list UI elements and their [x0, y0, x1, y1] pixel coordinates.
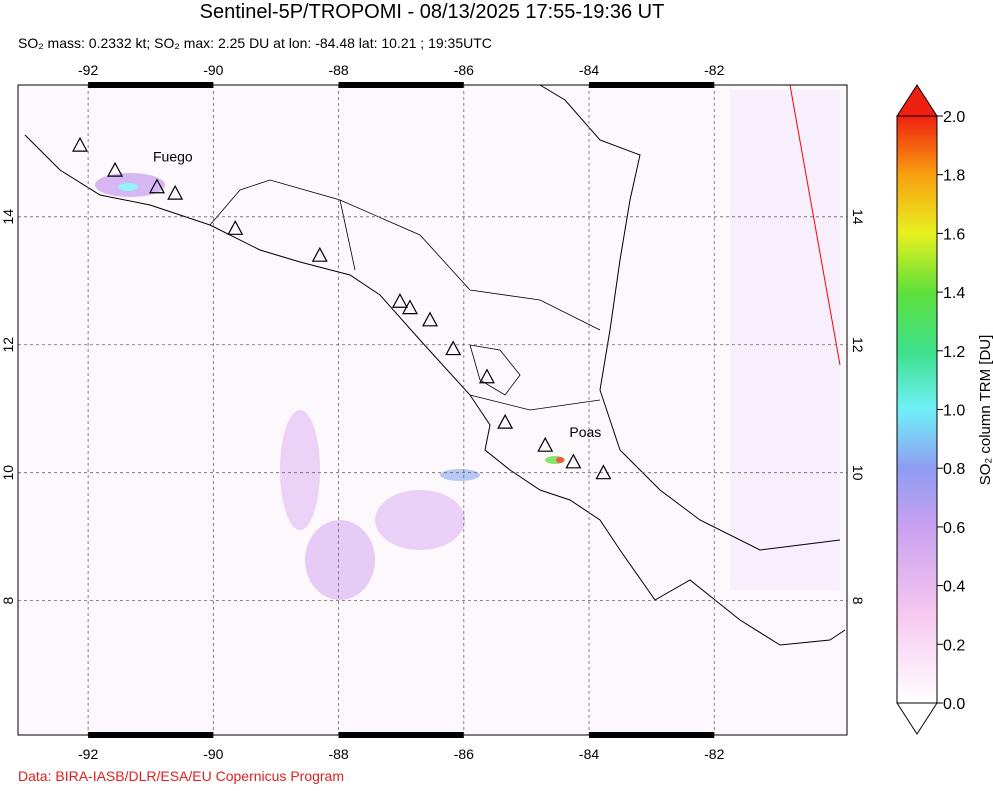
- colorbar-tick-label: 0.2: [943, 637, 965, 654]
- volcano-label: Poas: [569, 424, 601, 440]
- volcano-label: Fuego: [153, 149, 193, 165]
- volcano-marker: [401, 299, 418, 315]
- so2-plumes: [95, 90, 840, 600]
- subtitle: SO₂ mass: 0.2332 kt; SO₂ max: 2.25 DU at…: [18, 35, 492, 51]
- lon-tick-label: -90: [203, 62, 223, 78]
- volcano-marker: [421, 311, 438, 327]
- lon-tick-label: -92: [78, 62, 98, 78]
- volcano-marker: [167, 184, 184, 200]
- volcano-marker: [107, 161, 124, 177]
- lon-tick-label: -88: [328, 62, 348, 78]
- lon-tick-label: -92: [78, 746, 98, 762]
- lon-tick-label: -90: [203, 746, 223, 762]
- lat-tick-label: 12: [0, 337, 16, 353]
- colorbar-tick-label: 1.0: [943, 403, 965, 420]
- volcano-marker: [445, 340, 462, 356]
- colorbar: SO₂ column TRM [DU] 0.0 0.2 0.4 0.6 0.8 1.0 1.…: [896, 84, 993, 735]
- colorbar-tick-label: 2.0: [943, 109, 965, 126]
- lon-tick-label: -88: [328, 746, 348, 762]
- lon-tick-label: -82: [704, 746, 724, 762]
- lon-tick-label: -84: [579, 746, 599, 762]
- volcano-marker: [391, 292, 408, 308]
- volcano-marker: [71, 136, 88, 152]
- lake-nicaragua: [469, 344, 521, 396]
- volcano-marker: [565, 453, 582, 469]
- colorbar-tick-label: 1.8: [943, 168, 965, 185]
- volcano-marker: [227, 220, 244, 235]
- volcano-marker: [148, 178, 166, 194]
- caribbean-coastline: [539, 84, 841, 551]
- lat-tick-label: 12: [850, 337, 866, 353]
- lat-tick-label: 14: [850, 209, 866, 225]
- map-area: Fuego Poas: [17, 82, 848, 738]
- lat-tick-label: 10: [0, 465, 16, 481]
- lon-tick-label: -86: [454, 62, 474, 78]
- lat-tick-label: 8: [850, 597, 866, 605]
- colorbar-tick-label: 1.4: [943, 285, 965, 302]
- colorbar-tick-label: 1.2: [943, 344, 965, 361]
- borders: [209, 179, 601, 411]
- pacific-coastline: [24, 134, 846, 646]
- colorbar-tick-label: 0.8: [943, 461, 965, 478]
- volcano-marker: [478, 368, 495, 384]
- colorbar-tick-label: 1.6: [943, 226, 965, 243]
- colorbar-tick-label: 0.0: [943, 696, 965, 713]
- swath-edge: [789, 84, 841, 366]
- volcano-marker: [537, 436, 554, 452]
- title: Sentinel-5P/TROPOMI - 08/13/2025 17:55-1…: [200, 1, 665, 23]
- credit: Data: BIRA-IASB/DLR/ESA/EU Copernicus Pr…: [18, 768, 344, 784]
- lon-tick-label: -86: [454, 746, 474, 762]
- volcano-marker: [497, 413, 514, 429]
- map-frame: [17, 84, 848, 736]
- colorbar-tick-label: 0.4: [943, 579, 965, 596]
- lat-tick-label: 14: [0, 209, 16, 225]
- lat-tick-label: 10: [850, 465, 866, 481]
- volcanoes: Fuego Poas: [71, 136, 612, 480]
- volcano-marker: [595, 464, 612, 480]
- colorbar-max-arrow: [896, 84, 938, 117]
- lat-tick-label: 8: [0, 597, 16, 605]
- colorbar-min-arrow: [896, 702, 938, 735]
- colorbar-scale: [896, 115, 938, 704]
- lon-tick-label: -84: [579, 62, 599, 78]
- map-background: [18, 85, 847, 735]
- lon-tick-label: -82: [704, 62, 724, 78]
- volcano-marker: [311, 246, 328, 262]
- colorbar-label: SO₂ column TRM [DU]: [977, 335, 993, 486]
- colorbar-tick-label: 0.6: [943, 520, 965, 537]
